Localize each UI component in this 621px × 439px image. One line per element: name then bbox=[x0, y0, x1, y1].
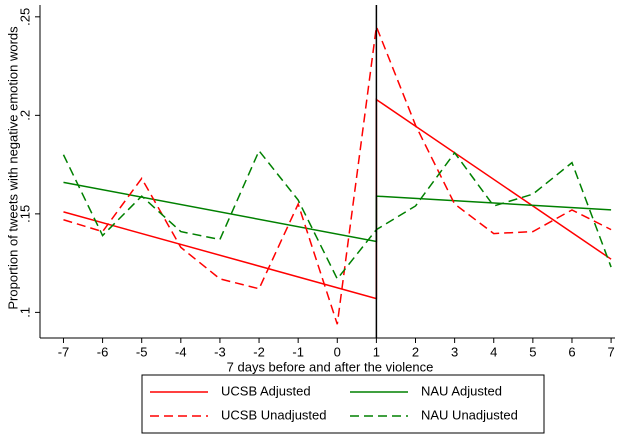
x-tick-label: 1 bbox=[373, 344, 380, 359]
y-tick-label: .2 bbox=[17, 110, 32, 121]
y-tick-label: .25 bbox=[17, 8, 32, 26]
x-tick-label: 6 bbox=[568, 344, 575, 359]
x-tick-label: -3 bbox=[214, 344, 226, 359]
legend-box bbox=[141, 374, 545, 434]
x-tick-label: -6 bbox=[97, 344, 109, 359]
x-tick-label: -1 bbox=[292, 344, 304, 359]
y-axis-title: Proportion of tweets with negative emoti… bbox=[5, 26, 20, 310]
x-tick-label: -2 bbox=[253, 344, 265, 359]
y-tick-label: .1 bbox=[17, 307, 32, 318]
x-tick-label: 4 bbox=[490, 344, 497, 359]
x-tick-label: -7 bbox=[58, 344, 70, 359]
legend-label: NAU Unadjusted bbox=[421, 407, 518, 422]
legend-label: UCSB Unadjusted bbox=[221, 407, 327, 422]
series-line bbox=[63, 23, 612, 325]
series-line bbox=[62, 149, 612, 281]
legend-label: UCSB Adjusted bbox=[221, 383, 311, 398]
legend-label: NAU Adjusted bbox=[421, 383, 502, 398]
x-axis-title: 7 days before and after the violence bbox=[227, 359, 434, 374]
x-tick-label: 3 bbox=[451, 344, 458, 359]
x-tick-label: 0 bbox=[334, 344, 341, 359]
x-tick-label: -4 bbox=[175, 344, 187, 359]
x-tick-label: 7 bbox=[607, 344, 614, 359]
x-tick-label: 2 bbox=[412, 344, 419, 359]
x-tick-label: -5 bbox=[136, 344, 148, 359]
x-tick-label: 5 bbox=[529, 344, 536, 359]
y-tick-label: .15 bbox=[17, 205, 32, 223]
